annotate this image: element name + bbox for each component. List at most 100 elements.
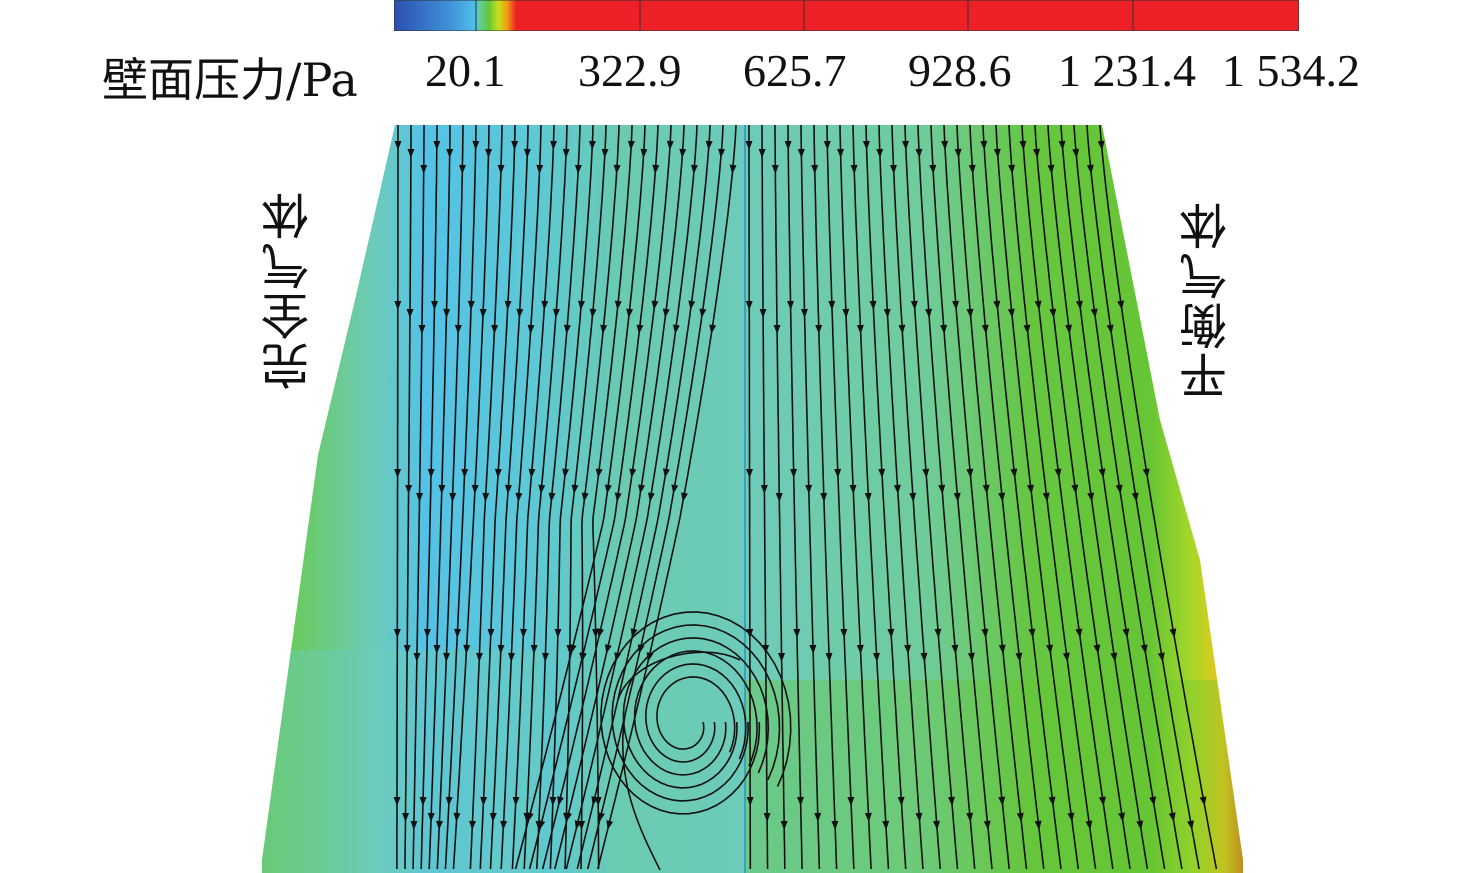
streamline xyxy=(839,125,872,870)
streamline-arrow xyxy=(598,812,605,822)
streamline-arrow xyxy=(394,140,402,150)
streamline-arrow xyxy=(600,324,608,334)
streamline-arrow xyxy=(671,484,679,494)
streamline-arrow xyxy=(569,644,577,654)
streamline xyxy=(420,125,438,870)
streamline-arrow xyxy=(1054,468,1062,478)
streamline-arrow xyxy=(394,300,402,310)
streamline-arrow xyxy=(471,484,479,494)
streamline-arrow xyxy=(909,492,917,502)
streamline-arrow xyxy=(550,140,558,150)
streamline-arrow xyxy=(420,164,428,174)
streamline-arrow xyxy=(681,492,688,502)
streamline-arrow xyxy=(771,164,779,174)
equilibrium-gas-label: 平衡气体 xyxy=(1180,200,1236,400)
streamline-arrow xyxy=(604,644,612,654)
streamline-arrow xyxy=(876,148,884,158)
streamline-arrow xyxy=(998,796,1006,806)
streamline-arrow xyxy=(511,140,519,150)
streamline-arrow xyxy=(893,484,901,494)
streamline-arrow xyxy=(536,164,544,174)
streamline-arrow xyxy=(523,148,531,158)
streamline-arrow xyxy=(967,652,975,662)
vortex-streamline xyxy=(656,676,736,753)
streamline-arrow xyxy=(773,324,781,334)
streamline-arrow xyxy=(850,164,858,174)
streamline-arrow xyxy=(746,796,754,806)
streamline-arrow xyxy=(438,484,446,494)
streamline-arrow xyxy=(780,820,788,830)
streamline-arrow xyxy=(902,140,910,150)
streamline-arrow xyxy=(1117,300,1125,310)
streamline-arrow xyxy=(562,148,570,158)
streamline-arrow xyxy=(489,812,497,822)
streamline xyxy=(995,125,1080,870)
streamline-arrow xyxy=(1199,796,1207,806)
streamline-arrow xyxy=(1149,796,1157,806)
streamline-arrow xyxy=(849,484,857,494)
streamline-arrow xyxy=(862,140,870,150)
streamline-arrow xyxy=(629,468,637,478)
streamline-arrow xyxy=(1071,484,1079,494)
streamline-arrow xyxy=(1062,652,1070,662)
streamline-arrow xyxy=(1086,164,1094,174)
streamline-arrow xyxy=(601,148,609,158)
streamline-arrow xyxy=(856,324,864,334)
streamline-arrow xyxy=(579,652,587,662)
streamline-arrow xyxy=(1034,820,1042,830)
separation-line xyxy=(617,651,741,871)
vortex-streamline xyxy=(644,663,747,763)
streamline-arrow xyxy=(541,300,549,310)
vortex-streamline xyxy=(611,624,781,802)
streamline-arrow xyxy=(1008,164,1016,174)
streamline-arrow xyxy=(688,300,696,310)
streamline-arrow xyxy=(1010,468,1018,478)
streamline-arrow xyxy=(758,148,766,158)
streamline-arrow xyxy=(837,148,845,158)
streamline-arrow xyxy=(811,164,819,174)
streamline-arrow xyxy=(797,148,805,158)
streamline-arrow xyxy=(759,308,767,318)
streamline xyxy=(586,125,724,870)
streamline-arrow xyxy=(925,308,933,318)
streamline-arrow xyxy=(1118,812,1126,822)
streamline xyxy=(452,125,490,870)
streamline-arrow xyxy=(614,492,622,502)
streamline-arrow xyxy=(915,148,923,158)
streamline xyxy=(428,125,451,870)
streamline-arrow xyxy=(512,796,520,806)
streamline xyxy=(1021,125,1114,870)
streamline-arrow xyxy=(915,812,923,822)
streamline-arrow xyxy=(463,644,471,654)
streamline-arrow xyxy=(993,148,1001,158)
streamline-arrow xyxy=(626,308,634,318)
streamline xyxy=(479,125,516,870)
streamline-arrow xyxy=(815,324,823,334)
streamline-arrow xyxy=(718,148,726,158)
streamline-arrow xyxy=(410,820,418,830)
streamline-arrow xyxy=(454,628,462,638)
streamline-arrow xyxy=(431,300,439,310)
streamline-arrow xyxy=(1067,812,1075,822)
streamline-arrow xyxy=(423,628,431,638)
streamline xyxy=(826,125,855,870)
streamline-arrow xyxy=(864,812,872,822)
streamline-arrow xyxy=(433,644,441,654)
streamline-arrow xyxy=(823,140,831,150)
streamline-arrow xyxy=(889,164,897,174)
streamline-arrow xyxy=(705,140,713,150)
streamline-arrow xyxy=(402,812,410,822)
streamline-arrow xyxy=(652,164,660,174)
streamline xyxy=(1060,125,1166,870)
streamline-arrow xyxy=(613,164,621,174)
streamline-arrow xyxy=(508,652,516,662)
streamline-arrow xyxy=(998,644,1006,654)
streamline-arrow xyxy=(538,820,546,830)
streamline-arrow xyxy=(745,140,753,150)
streamline-arrow xyxy=(1075,300,1083,310)
streamline-arrow xyxy=(1007,308,1015,318)
streamline xyxy=(592,125,633,869)
streamline-arrow xyxy=(482,492,490,502)
streamline-arrow xyxy=(1097,140,1105,150)
streamline-arrow xyxy=(966,308,974,318)
